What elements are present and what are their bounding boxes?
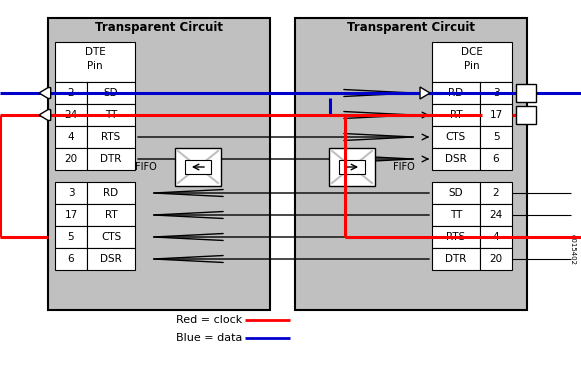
Bar — [295, 18, 527, 310]
Bar — [516, 84, 536, 102]
Bar — [175, 148, 221, 186]
Text: 20: 20 — [489, 254, 503, 264]
Text: RD: RD — [449, 88, 464, 98]
Bar — [432, 248, 480, 270]
Bar — [55, 82, 87, 104]
Text: 17: 17 — [64, 210, 78, 220]
Bar — [87, 226, 135, 248]
Bar — [432, 104, 480, 126]
Bar — [55, 226, 87, 248]
Text: 24: 24 — [64, 110, 78, 120]
Polygon shape — [39, 110, 51, 120]
Bar — [55, 104, 87, 126]
Text: 6: 6 — [68, 254, 74, 264]
Bar — [55, 248, 87, 270]
Bar — [55, 204, 87, 226]
Text: FIFO: FIFO — [135, 162, 157, 172]
Text: Transparent Circuit: Transparent Circuit — [347, 21, 475, 34]
Bar — [480, 248, 512, 270]
Text: Red = clock: Red = clock — [175, 315, 242, 325]
Bar — [87, 126, 135, 148]
Bar — [87, 104, 135, 126]
Text: TT: TT — [105, 110, 117, 120]
Text: 2: 2 — [493, 188, 499, 198]
Text: DTR: DTR — [445, 254, 467, 264]
Bar — [480, 126, 512, 148]
Bar — [87, 82, 135, 104]
Bar — [185, 160, 211, 174]
Bar — [432, 204, 480, 226]
Bar — [87, 204, 135, 226]
Bar — [55, 182, 87, 204]
Bar — [55, 126, 87, 148]
Bar — [339, 160, 365, 174]
Bar — [480, 204, 512, 226]
Bar — [480, 182, 512, 204]
Text: SD: SD — [103, 88, 119, 98]
Text: 17: 17 — [489, 110, 503, 120]
Text: DSR: DSR — [100, 254, 122, 264]
Bar — [432, 182, 480, 204]
Text: 20: 20 — [64, 154, 77, 164]
Text: 5: 5 — [493, 132, 499, 142]
Bar — [480, 148, 512, 170]
Text: 24: 24 — [489, 210, 503, 220]
Bar — [480, 104, 512, 126]
Bar — [48, 18, 270, 310]
Bar — [87, 182, 135, 204]
Text: RD: RD — [103, 188, 119, 198]
Text: 2: 2 — [68, 88, 74, 98]
Text: 4: 4 — [68, 132, 74, 142]
Text: SD: SD — [449, 188, 463, 198]
Text: RT: RT — [105, 210, 117, 220]
Text: DSR: DSR — [445, 154, 467, 164]
Bar — [87, 248, 135, 270]
Text: Blue = data: Blue = data — [175, 333, 242, 343]
Text: 4: 4 — [493, 232, 499, 242]
Text: CTS: CTS — [101, 232, 121, 242]
Text: Pin: Pin — [87, 61, 103, 71]
Text: DTR: DTR — [101, 154, 121, 164]
Bar — [55, 148, 87, 170]
Bar — [432, 148, 480, 170]
Text: RTS: RTS — [101, 132, 121, 142]
Text: DCE: DCE — [461, 47, 483, 57]
Text: Pin: Pin — [464, 61, 480, 71]
Text: TT: TT — [450, 210, 462, 220]
Bar — [329, 148, 375, 186]
Text: 6: 6 — [493, 154, 499, 164]
Bar — [432, 82, 480, 104]
Text: DTE: DTE — [85, 47, 105, 57]
Bar — [87, 148, 135, 170]
Text: 3: 3 — [493, 88, 499, 98]
Bar — [432, 42, 512, 82]
Bar — [432, 226, 480, 248]
Text: RTS: RTS — [446, 232, 465, 242]
Text: 5: 5 — [68, 232, 74, 242]
Bar — [516, 106, 536, 124]
Bar — [432, 126, 480, 148]
Text: 3: 3 — [68, 188, 74, 198]
Text: RT: RT — [450, 110, 462, 120]
Bar — [480, 226, 512, 248]
Text: g015402: g015402 — [570, 235, 576, 266]
Polygon shape — [420, 87, 430, 99]
Bar — [480, 82, 512, 104]
Polygon shape — [39, 88, 51, 98]
Text: Transparent Circuit: Transparent Circuit — [95, 21, 223, 34]
Text: CTS: CTS — [446, 132, 466, 142]
Text: FIFO: FIFO — [393, 162, 415, 172]
Bar — [55, 42, 135, 82]
